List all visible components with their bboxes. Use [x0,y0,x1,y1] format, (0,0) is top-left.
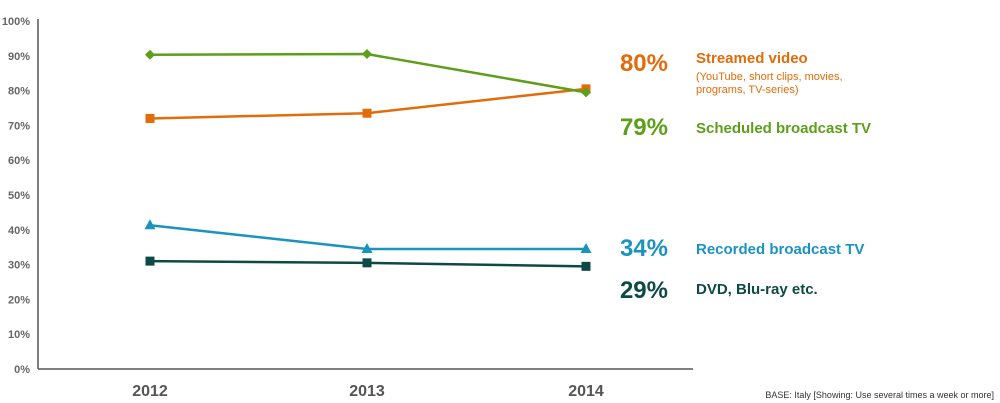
y-tick-label: 70% [8,120,30,132]
data-point [145,49,155,60]
y-tick-label: 0% [14,364,30,376]
series-name-label: Streamed video [696,50,808,67]
data-point [581,87,591,98]
x-tick-label: 2014 [568,383,604,400]
series-2 [144,219,592,253]
end-value-label: 29% [620,277,668,304]
y-axis-ticks: 0% 10% 20% 30% 40% 50% 60% 70% 80% 90% 100% [2,16,30,376]
chart-series [144,49,592,271]
y-tick-label: 40% [8,225,30,237]
data-point [362,49,372,60]
end-value-label: 80% [620,50,668,77]
data-point [145,256,155,266]
series-name-label: Recorded broadcast TV [696,241,864,258]
data-point [581,261,591,271]
data-point [361,242,373,253]
data-point [144,219,156,230]
data-point [145,113,155,123]
y-tick-label: 90% [8,51,30,63]
y-tick-label: 80% [8,86,30,98]
y-tick-label: 60% [8,155,30,167]
y-tick-label: 20% [8,294,30,306]
y-tick-label: 100% [2,16,30,28]
series-label-3: 29% DVD, Blu-ray etc. [620,277,818,304]
x-tick-label: 2013 [349,383,385,400]
data-point [362,258,372,268]
data-point [362,108,372,118]
series-label-0: 80% Streamed video (YouTube, short clips, … [620,50,843,96]
x-tick-label: 2012 [132,383,168,400]
series-1 [145,49,591,98]
series-note-label: (YouTube, short clips, movies, programs, … [696,71,843,96]
series-name-label: Scheduled broadcast TV [696,120,871,137]
data-point [580,242,592,253]
series-label-2: 34% Recorded broadcast TV [620,235,864,262]
y-tick-label: 50% [8,190,30,202]
y-tick-label: 10% [8,329,30,341]
x-axis-ticks: 2012 2013 2014 [132,383,604,400]
series-line [149,52,587,94]
end-value-label: 34% [620,235,668,262]
series-name-label: DVD, Blu-ray etc. [696,281,818,298]
chart-axes [37,19,693,370]
series-label-1: 79% Scheduled broadcast TV [620,114,871,141]
series-0 [145,84,591,123]
base-footnote: BASE: Italy [Showing: Use several times … [765,390,994,400]
end-value-label: 79% [620,114,668,141]
y-tick-label: 30% [8,260,30,272]
series-labels: 80% Streamed video (YouTube, short clips, … [620,50,871,304]
series-3 [145,256,591,271]
